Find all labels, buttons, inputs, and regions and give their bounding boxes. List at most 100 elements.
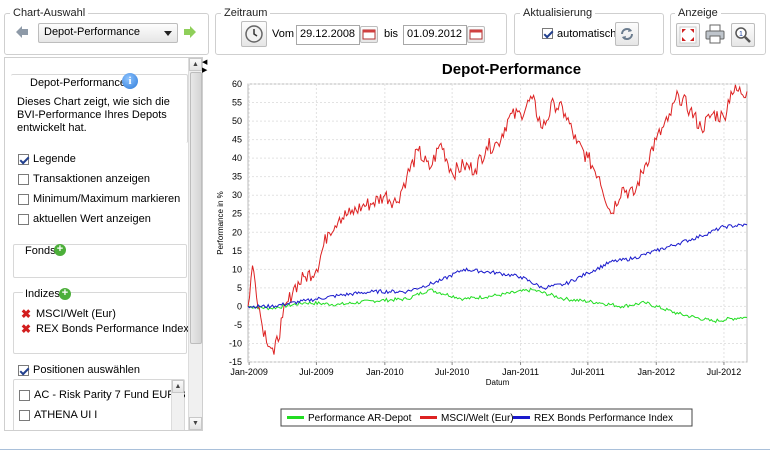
current-value-checkbox[interactable] bbox=[18, 214, 29, 225]
calendar-icon[interactable] bbox=[360, 26, 378, 43]
info-text-line: BVI-Performance Ihres Depots bbox=[17, 109, 167, 121]
collapse-handle[interactable]: ◀ ▶ bbox=[202, 57, 207, 429]
y-tick-label: 40 bbox=[232, 153, 242, 163]
x-tick-label: Jan-2010 bbox=[366, 367, 404, 377]
from-label: Vom bbox=[272, 28, 295, 40]
legend-label: REX Bonds Performance Index bbox=[534, 413, 673, 424]
funds-title: Fonds bbox=[23, 245, 58, 257]
series-line bbox=[247, 223, 748, 309]
view-group: Anzeige bbox=[670, 7, 766, 55]
from-date-input[interactable]: 29.12.2008 bbox=[296, 25, 360, 45]
y-tick-label: -15 bbox=[229, 357, 242, 367]
scroll-up-icon[interactable]: ▲ bbox=[189, 58, 202, 71]
legend-checkbox[interactable] bbox=[18, 154, 29, 165]
position-item: AC - Risk Parity 7 Fund EUR B bbox=[34, 389, 186, 401]
position-checkbox[interactable] bbox=[19, 410, 30, 421]
clock-icon[interactable] bbox=[241, 21, 267, 47]
indices-title: Indizes bbox=[23, 288, 62, 300]
legend-label: MSCI/Welt (Eur) bbox=[441, 413, 514, 424]
current-value-label: aktuellen Wert anzeigen bbox=[33, 213, 151, 225]
scroll-up-icon[interactable]: ▲ bbox=[172, 380, 184, 393]
add-index-icon[interactable]: + bbox=[59, 288, 71, 300]
chart-select-value: Depot-Performance bbox=[44, 26, 140, 38]
x-tick-label: Jan-2009 bbox=[230, 367, 268, 377]
series-line bbox=[247, 287, 748, 324]
positions-checkbox[interactable] bbox=[18, 365, 29, 376]
x-tick-label: Jul-2010 bbox=[435, 367, 470, 377]
fullscreen-icon[interactable] bbox=[676, 23, 700, 47]
y-tick-label: 35 bbox=[232, 172, 242, 182]
y-tick-label: 50 bbox=[232, 116, 242, 126]
position-checkbox[interactable] bbox=[19, 390, 30, 401]
x-tick-label: Jul-2011 bbox=[571, 367, 605, 377]
refresh-icon[interactable] bbox=[615, 22, 639, 46]
y-tick-label: 55 bbox=[232, 98, 242, 108]
transactions-label: Transaktionen anzeigen bbox=[33, 173, 151, 185]
from-date-value: 29.12.2008 bbox=[300, 28, 356, 40]
y-tick-label: 15 bbox=[232, 246, 242, 256]
to-date-value: 01.09.2012 bbox=[407, 28, 463, 40]
to-label: bis bbox=[384, 28, 399, 40]
view-title: Anzeige bbox=[675, 7, 721, 19]
svg-text:1: 1 bbox=[739, 31, 743, 38]
calendar-icon[interactable] bbox=[467, 26, 485, 43]
y-tick-label: 45 bbox=[232, 135, 242, 145]
chart-area: -15 -10 -5 0 5 10 15 20 25 30 35 40 45 50 55 60 Jan-2009… bbox=[210, 57, 766, 435]
info-title: Depot-Performance bbox=[27, 77, 129, 89]
y-tick-label: 20 bbox=[232, 227, 242, 237]
collapse-left-icon[interactable]: ◀ bbox=[202, 59, 208, 66]
indices-box bbox=[13, 292, 187, 354]
positions-list: AC - Risk Parity 7 Fund EUR B ATHENA UI … bbox=[13, 379, 186, 430]
collapse-right-icon[interactable]: ▶ bbox=[202, 67, 208, 74]
chart-select-group: Chart-Auswahl bbox=[4, 7, 209, 55]
y-axis-label: Performance in % bbox=[216, 191, 225, 255]
sidebar-scrollbar[interactable]: ▲ ▼ bbox=[188, 58, 202, 430]
y-tick-label: 0 bbox=[237, 301, 242, 311]
zoom-icon[interactable]: 1 bbox=[731, 23, 755, 47]
info-text-line: entwickelt hat. bbox=[17, 122, 87, 134]
minmax-checkbox[interactable] bbox=[18, 194, 29, 205]
forward-arrow-icon[interactable] bbox=[182, 24, 198, 40]
info-icon[interactable]: i bbox=[122, 73, 138, 89]
plot-area bbox=[247, 83, 748, 363]
chart-title: Depot-Performance bbox=[442, 61, 581, 78]
sidebar-scroll-thumb[interactable] bbox=[190, 72, 202, 344]
add-fund-icon[interactable]: + bbox=[54, 244, 66, 256]
y-tick-label: 10 bbox=[232, 264, 242, 274]
scroll-down-icon[interactable]: ▼ bbox=[189, 417, 202, 430]
index-item: MSCI/Welt (Eur) bbox=[36, 308, 116, 320]
transactions-checkbox[interactable] bbox=[18, 174, 29, 185]
to-date-input[interactable]: 01.09.2012 bbox=[403, 25, 467, 45]
refresh-title: Aktualisierung bbox=[520, 7, 596, 19]
series-line bbox=[247, 84, 748, 355]
y-tick-label: 25 bbox=[232, 209, 242, 219]
legend-label: Performance AR-Depot bbox=[308, 413, 412, 424]
performance-chart: -15 -10 -5 0 5 10 15 20 25 30 35 40 45 50 55 60 Jan-2009… bbox=[216, 61, 748, 427]
chevron-down-icon bbox=[164, 31, 172, 36]
legend-label: Legende bbox=[33, 153, 76, 165]
positions-scrollbar[interactable]: ▲ bbox=[171, 380, 184, 430]
positions-label: Positionen auswählen bbox=[33, 364, 141, 376]
y-tick-label: 30 bbox=[232, 190, 242, 200]
remove-index-icon[interactable]: ✖ bbox=[21, 307, 32, 321]
chart-select-title: Chart-Auswahl bbox=[10, 7, 89, 19]
back-arrow-icon[interactable] bbox=[14, 24, 30, 40]
period-group: Zeitraum bbox=[215, 7, 507, 55]
remove-index-icon[interactable]: ✖ bbox=[21, 322, 32, 336]
printer-icon[interactable] bbox=[703, 23, 727, 45]
bottom-divider bbox=[0, 449, 770, 450]
refresh-group: Aktualisierung bbox=[514, 7, 664, 55]
x-tick-label: Jan-2012 bbox=[638, 367, 676, 377]
x-tick-label: Jul-2009 bbox=[299, 367, 334, 377]
y-tick-label: -10 bbox=[229, 338, 242, 348]
index-item: REX Bonds Performance Index bbox=[36, 323, 189, 335]
chart-select-dropdown[interactable]: Depot-Performance bbox=[38, 23, 178, 43]
auto-refresh-checkbox[interactable] bbox=[542, 28, 553, 39]
y-tick-label: -5 bbox=[234, 320, 242, 330]
auto-refresh-label: automatisch bbox=[557, 28, 617, 40]
position-item: ATHENA UI I bbox=[34, 409, 98, 421]
chart-legend bbox=[280, 408, 693, 427]
info-text-line: Dieses Chart zeigt, wie sich die bbox=[17, 96, 170, 108]
period-title: Zeitraum bbox=[221, 7, 271, 19]
y-tick-label: 5 bbox=[237, 283, 242, 293]
